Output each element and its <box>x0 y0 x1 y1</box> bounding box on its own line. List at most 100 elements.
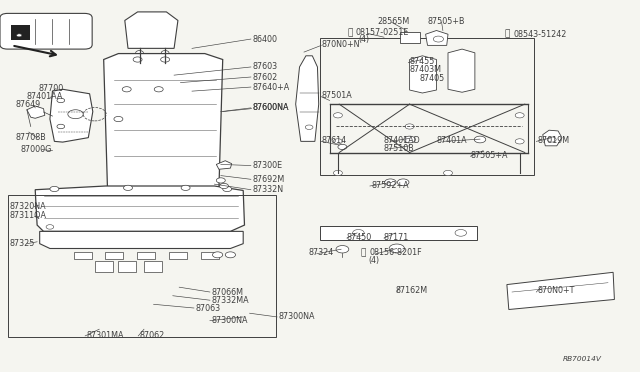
Circle shape <box>124 185 132 190</box>
Text: 87401AA: 87401AA <box>27 92 63 101</box>
Text: 87505+B: 87505+B <box>428 17 465 26</box>
FancyBboxPatch shape <box>0 13 92 49</box>
Polygon shape <box>50 89 93 142</box>
Text: 87401A: 87401A <box>436 136 467 145</box>
Circle shape <box>547 137 556 142</box>
Circle shape <box>444 170 452 176</box>
Text: 87501A: 87501A <box>321 92 352 100</box>
Circle shape <box>133 57 142 62</box>
Text: 87600NA: 87600NA <box>253 103 289 112</box>
Polygon shape <box>543 130 562 146</box>
Circle shape <box>474 136 486 143</box>
Circle shape <box>68 110 83 119</box>
Bar <box>320 38 534 175</box>
Bar <box>8 195 276 337</box>
Circle shape <box>161 57 170 62</box>
Circle shape <box>385 179 396 186</box>
Text: 87450: 87450 <box>347 233 372 242</box>
Bar <box>105 252 123 259</box>
Bar <box>400 32 420 43</box>
Circle shape <box>17 34 22 37</box>
Bar <box>320 226 477 240</box>
Circle shape <box>136 51 143 55</box>
Text: (4): (4) <box>368 256 379 265</box>
Polygon shape <box>426 31 448 45</box>
Circle shape <box>515 139 524 144</box>
Bar <box>74 252 92 259</box>
Text: 87324: 87324 <box>308 248 333 257</box>
Text: 87300NA: 87300NA <box>278 312 315 321</box>
Circle shape <box>161 51 169 55</box>
Text: 87692M: 87692M <box>253 175 285 184</box>
Circle shape <box>336 246 349 253</box>
Text: 87600NA: 87600NA <box>253 103 289 112</box>
Text: 870N0+N: 870N0+N <box>321 40 360 49</box>
Circle shape <box>455 230 467 236</box>
Polygon shape <box>144 261 162 272</box>
Circle shape <box>515 113 524 118</box>
Circle shape <box>220 183 228 189</box>
Text: 08156-8201F: 08156-8201F <box>369 248 422 257</box>
Circle shape <box>122 87 131 92</box>
Text: 87700: 87700 <box>38 84 63 93</box>
Text: 87403M: 87403M <box>410 65 442 74</box>
Circle shape <box>212 252 223 258</box>
Polygon shape <box>35 186 244 231</box>
Text: 86400: 86400 <box>253 35 278 44</box>
Circle shape <box>333 170 342 176</box>
Text: 87602: 87602 <box>253 73 278 81</box>
Text: 87320NA: 87320NA <box>10 202 46 211</box>
Text: 87000G: 87000G <box>20 145 52 154</box>
Polygon shape <box>296 56 319 141</box>
Circle shape <box>333 113 342 118</box>
Bar <box>201 252 219 259</box>
Circle shape <box>333 139 342 144</box>
Text: 87062: 87062 <box>140 331 164 340</box>
Polygon shape <box>95 261 113 272</box>
Text: 87510B: 87510B <box>384 144 415 153</box>
Circle shape <box>154 87 163 92</box>
Text: 87649: 87649 <box>16 100 41 109</box>
Text: 87300E: 87300E <box>253 161 283 170</box>
Circle shape <box>57 124 65 129</box>
Circle shape <box>50 186 59 192</box>
Text: 87332N: 87332N <box>253 185 284 194</box>
Polygon shape <box>104 54 223 190</box>
Text: Ⓑ: Ⓑ <box>361 248 366 257</box>
Text: 87401AD: 87401AD <box>384 136 420 145</box>
Text: 87405: 87405 <box>420 74 445 83</box>
Text: 87311QA: 87311QA <box>10 211 47 220</box>
Text: 87171: 87171 <box>384 233 409 242</box>
Circle shape <box>216 178 225 183</box>
Bar <box>11 25 30 40</box>
Text: 87162M: 87162M <box>396 286 428 295</box>
Text: 87332MA: 87332MA <box>211 296 249 305</box>
Text: 870N0+T: 870N0+T <box>538 286 575 295</box>
Polygon shape <box>27 106 45 118</box>
Polygon shape <box>216 161 232 169</box>
Polygon shape <box>448 49 475 92</box>
Polygon shape <box>40 231 243 248</box>
Text: 87640+A: 87640+A <box>253 83 290 92</box>
Bar <box>137 252 155 259</box>
Text: Ⓑ: Ⓑ <box>505 30 510 39</box>
Text: 87592+A: 87592+A <box>371 181 409 190</box>
Polygon shape <box>507 272 614 310</box>
Circle shape <box>404 136 415 143</box>
Text: 87063: 87063 <box>195 304 220 312</box>
Text: 87455: 87455 <box>410 57 435 66</box>
Text: 08543-51242: 08543-51242 <box>513 30 566 39</box>
Circle shape <box>338 144 347 150</box>
Circle shape <box>181 185 190 190</box>
Text: 28565M: 28565M <box>378 17 410 26</box>
Text: (4): (4) <box>358 35 369 44</box>
Text: 08157-0251E: 08157-0251E <box>356 28 409 37</box>
Text: Ⓑ: Ⓑ <box>348 28 353 37</box>
Text: 87019M: 87019M <box>538 136 570 145</box>
Bar <box>169 252 187 259</box>
Text: RB70014V: RB70014V <box>563 356 602 362</box>
Circle shape <box>353 230 364 236</box>
Text: 87708B: 87708B <box>16 133 47 142</box>
Circle shape <box>46 225 54 229</box>
Circle shape <box>114 116 123 122</box>
